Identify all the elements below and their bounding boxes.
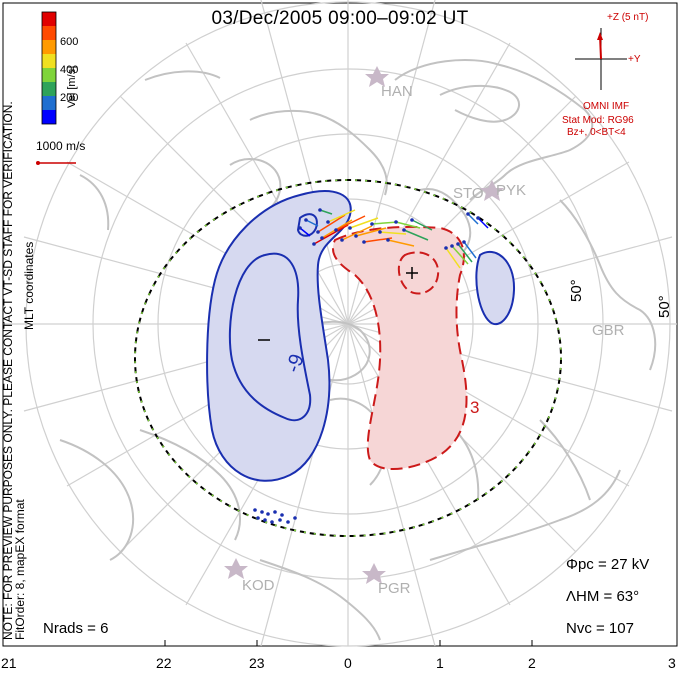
- fit-order: FitOrder: 8, mapEX format: [13, 499, 27, 640]
- station-label-kod: KOD: [242, 577, 275, 594]
- positive-potential-cell: [332, 225, 468, 471]
- imf-bz-label: +Z (5 nT): [607, 12, 649, 23]
- latitude-label-outer: 50°: [656, 295, 673, 318]
- station-label-gbr: GBR: [592, 322, 625, 339]
- velocity-vectors: [299, 209, 489, 269]
- imf-source: OMNI IMF: [583, 101, 630, 112]
- imf-dial: [575, 28, 627, 90]
- potential-max-marker: [406, 267, 418, 279]
- coastlines: [59, 59, 657, 641]
- positive-inner-contour: [397, 251, 440, 295]
- negative-dawn-cell: [475, 250, 516, 325]
- negative-small-contour: [296, 213, 318, 237]
- stat-phi-pc: Φpc = 27 kV: [566, 556, 650, 573]
- stat-model: Stat Mod: RG96: [562, 115, 634, 126]
- station-label-han: HAN: [381, 83, 413, 100]
- mlt-label-23: 23: [249, 655, 265, 671]
- reference-vector-label: 1000 m/s: [36, 139, 86, 153]
- colorbar-tick-200: 200: [60, 92, 79, 104]
- mlt-label-2: 2: [528, 655, 536, 671]
- stat-n-vc: Nvc = 107: [566, 620, 634, 637]
- mlt-label-3: 3: [668, 655, 676, 671]
- stat-n-rads: Nrads = 6: [43, 620, 109, 637]
- mlt-label-22: 22: [156, 655, 172, 671]
- station-label-sto: STO: [453, 185, 484, 202]
- contour-label-positive: 3: [470, 398, 480, 417]
- colorbar-tick-600: 600: [60, 36, 79, 48]
- mlt-label-1: 1: [436, 655, 444, 671]
- coordinates-label: MLT coordinates: [22, 241, 36, 330]
- latitude-label-inner: 50°: [568, 279, 585, 302]
- hmb-vector-ring: [134, 179, 562, 537]
- stat-lambda-hm: ΛHM = 63°: [566, 588, 640, 605]
- negative-inner-contour: [228, 252, 312, 422]
- map-title: 03/Dec/2005 09:00–09:02 UT: [211, 8, 469, 29]
- vector-dots: [253, 208, 480, 524]
- mlt-label-21: 21: [1, 655, 17, 671]
- imf-by-label: +Y: [628, 54, 641, 65]
- velocity-colorbar: [41, 11, 57, 125]
- reference-vector-origin: [36, 161, 40, 165]
- mlt-label-0: 0: [344, 655, 352, 671]
- imf-condition: Bz+, 0<BT<4: [567, 127, 626, 138]
- station-markers: [224, 66, 504, 584]
- station-label-pyk: PYK: [496, 182, 527, 199]
- station-label-pgr: PGR: [378, 580, 411, 597]
- negative-potential-cell: [206, 190, 352, 482]
- colorbar-tick-400: 400: [60, 64, 79, 76]
